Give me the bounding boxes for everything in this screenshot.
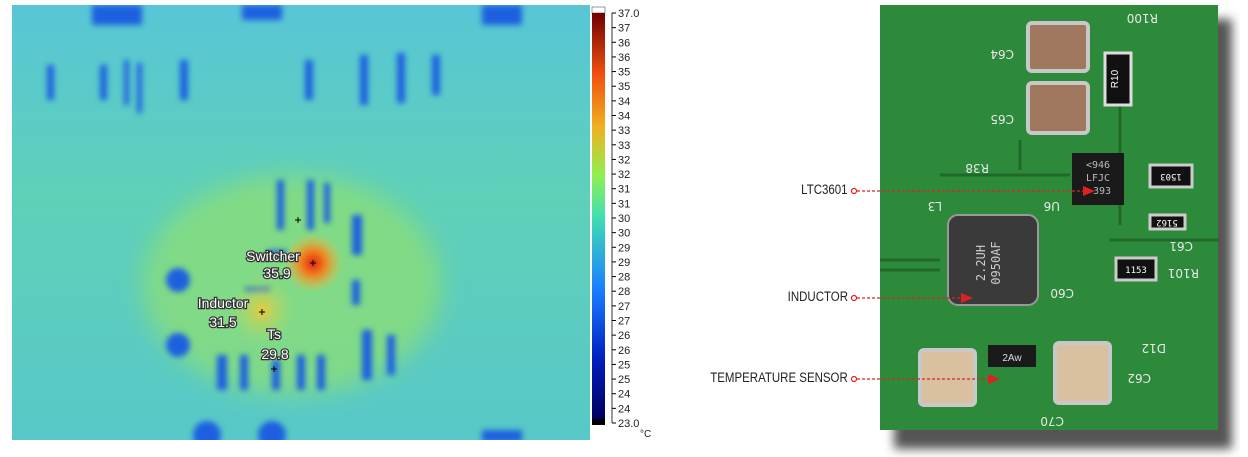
colorbar-tick-label: 28	[618, 272, 630, 284]
crosshair-markers	[259, 217, 316, 372]
colorbar-gradient	[592, 13, 605, 419]
silk-r10: R10	[1110, 69, 1121, 88]
inductor-label: Inductor	[198, 295, 249, 311]
colorbar-tick-label: 29	[618, 257, 630, 269]
colorbar-tick-label: 27	[618, 316, 630, 328]
colorbar-tick-label: 32	[618, 154, 630, 166]
pcb-photo: R10 <946 LFJC 393 2.2UH 0950AF 2Aw 1503 …	[880, 5, 1232, 449]
inductor-marking-2: 0950AF	[989, 241, 1003, 284]
colorbar-tick-label: 35	[618, 81, 630, 93]
inductor	[947, 214, 1039, 306]
silk-c61: C61	[1169, 239, 1193, 253]
silk-u6: U6	[1044, 199, 1060, 213]
switcher-value: 35.9	[263, 265, 290, 281]
colorbar-tick-label: 31	[618, 184, 630, 196]
res-1153: 1153	[1125, 266, 1147, 276]
colorbar-tick-label: 26	[618, 345, 630, 357]
colorbar-tick-label: 34	[618, 111, 630, 123]
silk-c64: C64	[990, 47, 1014, 61]
colorbar-tick-label: 25	[618, 374, 630, 386]
colorbar-tick-label: 33	[618, 125, 630, 137]
colorbar-tick-label: 31	[618, 198, 630, 210]
color-scale: 37.0 37 36 36 35 35 34 34 33 33 32 32 31 31 30 30 29 29 28…	[591, 6, 651, 440]
silk-c62: C62	[1127, 371, 1151, 385]
extra-crosshair	[295, 217, 301, 223]
ts-value: 29.8	[261, 346, 288, 362]
thermal-image: Switcher 35.9 Inductor 31.5 Ts 29.8	[12, 5, 590, 440]
silk-c70: C70	[1040, 414, 1064, 428]
ltc3601-callout: LTC3601	[801, 182, 848, 197]
colorbar-tick-label: 37.0	[618, 8, 639, 20]
inductor-marking-1: 2.2UH	[974, 245, 988, 281]
ltc3601-chip	[1072, 153, 1124, 205]
colorbar-tick-label: 24	[618, 403, 630, 415]
colorbar-tick-label: 35	[618, 67, 630, 79]
res-5162: 5162	[1156, 217, 1178, 227]
colorbar-tick-label: 36	[618, 52, 630, 64]
colorbar-tick-label: 26	[618, 330, 630, 342]
inductor-crosshair	[259, 309, 265, 315]
temperature-sensor-callout: TEMPERATURE SENSOR	[710, 370, 848, 385]
colorbar-tick-label: 34	[618, 96, 630, 108]
ts-label: Ts	[267, 326, 281, 342]
colorbar-tick-label: 30	[618, 228, 630, 240]
unit-label: °C	[640, 429, 651, 440]
colorbar-tick-label: 25	[618, 359, 630, 371]
silk-l3: L3	[928, 199, 942, 213]
inductor-callout: INDUCTOR	[787, 289, 848, 304]
colorbar-tick-label: 27	[618, 301, 630, 313]
colorbar-tick-label: 30	[618, 213, 630, 225]
colorbar-tick-label: 29	[618, 242, 630, 254]
silk-r101: R101	[1168, 266, 1199, 280]
silk-d12: D12	[1141, 341, 1166, 355]
inductor-value: 31.5	[209, 314, 236, 330]
colorbar-tick-label: 37	[618, 23, 630, 35]
silk-r100: R100	[1127, 11, 1158, 25]
chip-marking-3: 393	[1093, 186, 1111, 197]
silk-c65: C65	[990, 112, 1014, 126]
sensor-marking: 2Aw	[1002, 353, 1022, 364]
ts-crosshair	[271, 366, 277, 372]
colorbar-tick-label: 32	[618, 169, 630, 181]
colorbar-tick-label: 23.0	[618, 418, 639, 430]
switcher-label: Switcher	[246, 248, 300, 264]
silk-r38: R38	[965, 161, 989, 175]
chip-marking-1: <946	[1086, 160, 1110, 171]
chip-marking-2: LFJC	[1086, 173, 1110, 184]
temperature-sensor	[988, 345, 1036, 367]
colorbar-tick-label: 36	[618, 37, 630, 49]
colorbar-tick-label: 24	[618, 389, 630, 401]
colorbar-tick-label: 28	[618, 286, 630, 298]
silk-c60: C60	[1050, 286, 1074, 300]
colorbar-tick-label: 33	[618, 140, 630, 152]
switcher-crosshair	[310, 260, 316, 266]
res-1503: 1503	[1160, 171, 1182, 181]
